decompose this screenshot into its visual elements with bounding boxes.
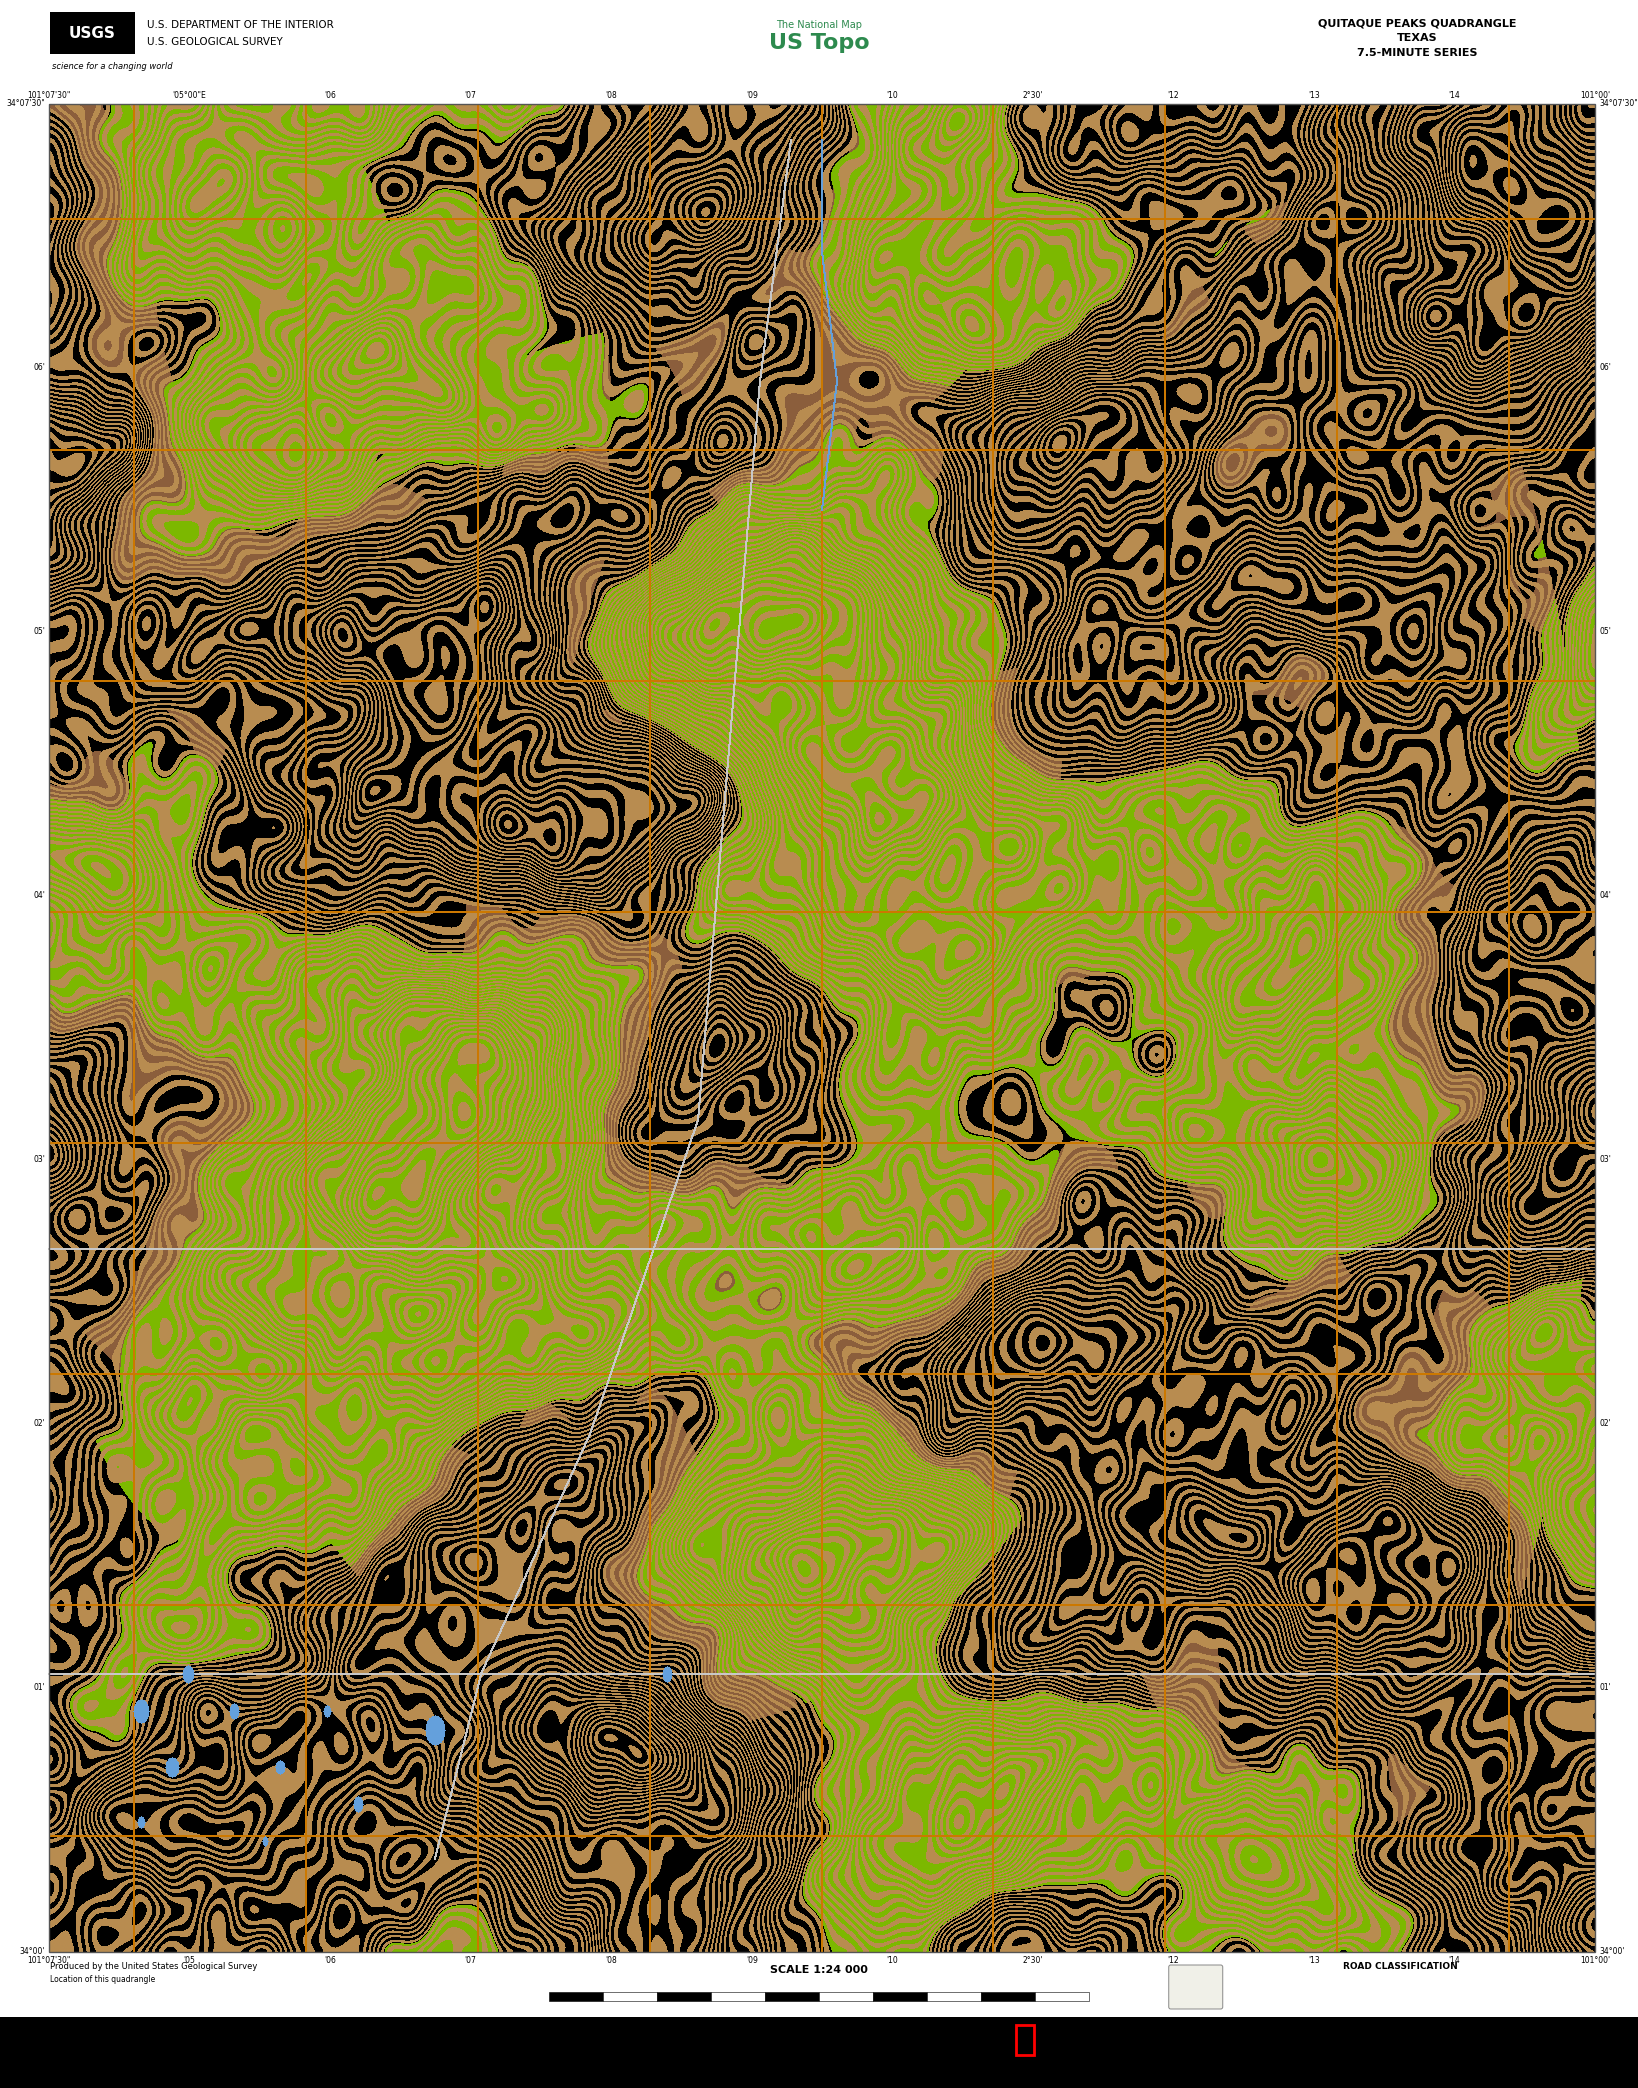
Bar bbox=[49, 104, 1595, 1952]
Bar bbox=[51, 13, 134, 54]
Bar bbox=[603, 1992, 657, 2000]
Text: U.S. DEPARTMENT OF THE INTERIOR: U.S. DEPARTMENT OF THE INTERIOR bbox=[147, 21, 334, 31]
Text: '13: '13 bbox=[1309, 1956, 1320, 1965]
Bar bbox=[1035, 1992, 1089, 2000]
Text: 03': 03' bbox=[1599, 1155, 1610, 1165]
Text: 05': 05' bbox=[33, 628, 44, 637]
Text: '05°00"E: '05°00"E bbox=[172, 92, 206, 100]
Bar bbox=[981, 1992, 1035, 2000]
Text: 06': 06' bbox=[1599, 363, 1610, 372]
Text: '09: '09 bbox=[745, 1956, 758, 1965]
Bar bbox=[657, 1992, 711, 2000]
Text: The National Map: The National Map bbox=[776, 21, 862, 29]
Text: '10: '10 bbox=[886, 92, 898, 100]
Bar bbox=[765, 1992, 819, 2000]
Text: ROAD CLASSIFICATION: ROAD CLASSIFICATION bbox=[1343, 1963, 1458, 1971]
Text: '12: '12 bbox=[1168, 1956, 1179, 1965]
Text: 02': 02' bbox=[33, 1420, 44, 1428]
Text: '07: '07 bbox=[465, 1956, 477, 1965]
Text: 34°07'30": 34°07'30" bbox=[1599, 100, 1638, 109]
Text: TEXAS: TEXAS bbox=[1397, 33, 1437, 44]
Text: USGS: USGS bbox=[69, 25, 116, 40]
Text: U.S. GEOLOGICAL SURVEY: U.S. GEOLOGICAL SURVEY bbox=[147, 38, 283, 48]
Text: '14: '14 bbox=[1448, 1956, 1461, 1965]
Text: 101°00': 101°00' bbox=[1581, 1956, 1610, 1965]
Text: '13: '13 bbox=[1309, 92, 1320, 100]
Text: US Topo: US Topo bbox=[768, 33, 870, 52]
Text: '09: '09 bbox=[745, 92, 758, 100]
Text: 101°07'30": 101°07'30" bbox=[28, 92, 70, 100]
Text: 34°00': 34°00' bbox=[1599, 1948, 1625, 1956]
Text: '06: '06 bbox=[324, 1956, 336, 1965]
Text: 02': 02' bbox=[1599, 1420, 1610, 1428]
Bar bbox=[549, 1992, 603, 2000]
Text: QUITAQUE PEAKS QUADRANGLE: QUITAQUE PEAKS QUADRANGLE bbox=[1317, 19, 1517, 27]
Text: 01': 01' bbox=[33, 1683, 44, 1693]
Text: 34°07'30": 34°07'30" bbox=[7, 100, 44, 109]
Text: 34°00': 34°00' bbox=[20, 1948, 44, 1956]
Text: '08: '08 bbox=[606, 1956, 618, 1965]
Text: '08: '08 bbox=[606, 92, 618, 100]
Text: 03': 03' bbox=[33, 1155, 44, 1165]
Text: '14: '14 bbox=[1448, 92, 1461, 100]
Text: 7.5-MINUTE SERIES: 7.5-MINUTE SERIES bbox=[1356, 48, 1477, 58]
Text: science for a changing world: science for a changing world bbox=[52, 63, 172, 71]
Text: '12: '12 bbox=[1168, 92, 1179, 100]
Text: '05: '05 bbox=[183, 1956, 195, 1965]
Text: 101°07'30": 101°07'30" bbox=[28, 1956, 70, 1965]
Text: '10: '10 bbox=[886, 1956, 898, 1965]
Text: Produced by the United States Geological Survey: Produced by the United States Geological… bbox=[51, 1963, 257, 1971]
Text: '07: '07 bbox=[465, 92, 477, 100]
Text: SCALE 1:24 000: SCALE 1:24 000 bbox=[770, 1965, 868, 1975]
Bar bbox=[1016, 2025, 1034, 2055]
FancyBboxPatch shape bbox=[1170, 1965, 1222, 2009]
Text: 01': 01' bbox=[1599, 1683, 1610, 1693]
Text: 04': 04' bbox=[1599, 892, 1610, 900]
Bar bbox=[927, 1992, 981, 2000]
Text: 04': 04' bbox=[33, 892, 44, 900]
Text: '06: '06 bbox=[324, 92, 336, 100]
Text: 101°00': 101°00' bbox=[1581, 92, 1610, 100]
Bar bbox=[819, 1992, 873, 2000]
Text: Location of this quadrangle: Location of this quadrangle bbox=[51, 1975, 156, 1984]
Bar bbox=[873, 1992, 927, 2000]
Bar bbox=[711, 1992, 765, 2000]
Text: 06': 06' bbox=[33, 363, 44, 372]
Text: 2°30': 2°30' bbox=[1022, 1956, 1043, 1965]
Text: 2°30': 2°30' bbox=[1022, 92, 1043, 100]
Text: 05': 05' bbox=[1599, 628, 1610, 637]
